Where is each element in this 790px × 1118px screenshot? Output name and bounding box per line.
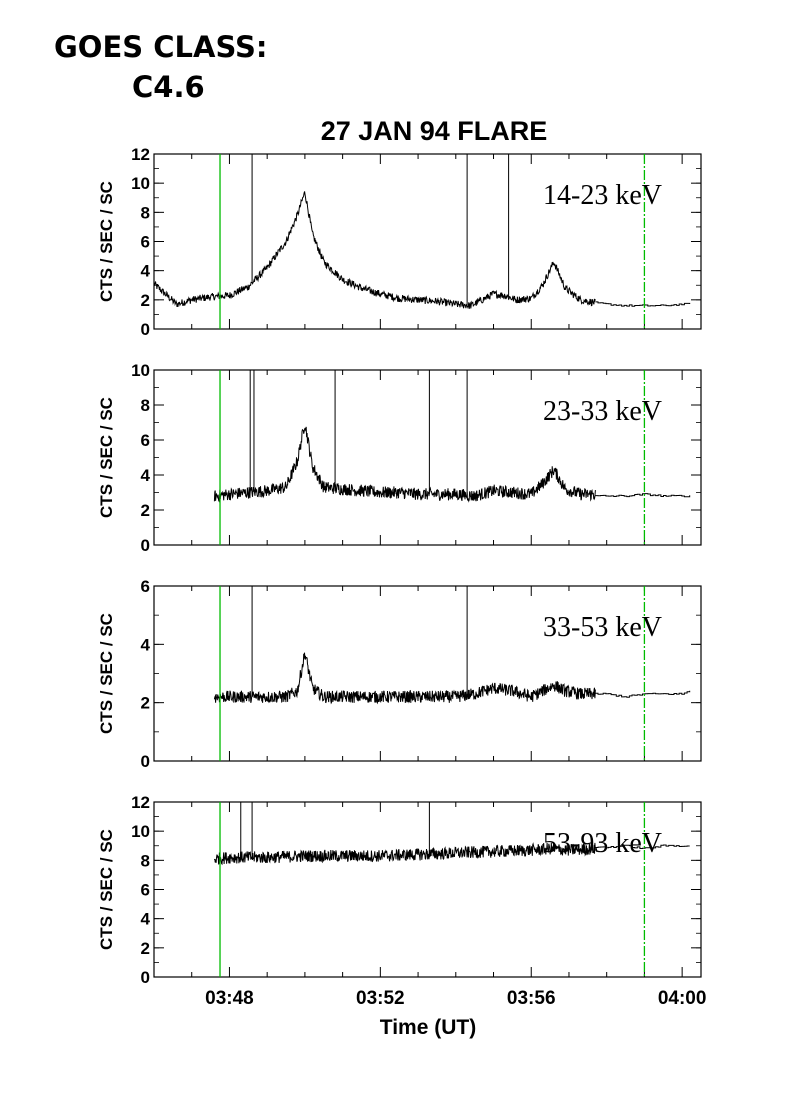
y-tick-label: 2 <box>141 694 150 713</box>
energy-band-label: 53-93 keV <box>543 828 662 859</box>
data-layer <box>154 154 691 310</box>
y-tick-label: 0 <box>141 320 150 339</box>
y-tick-label: 6 <box>141 233 150 252</box>
y-axis-label: CTS / SEC / SC <box>97 397 116 518</box>
series-low-res <box>595 493 691 498</box>
panel-2: 0 2 4 6 8 10 CTS / SEC / SC 23-33 keV <box>97 361 702 555</box>
data-layer <box>213 802 690 866</box>
data-layer <box>213 370 691 503</box>
y-axis-label: CTS / SEC / SC <box>97 181 116 302</box>
data-layer <box>213 586 691 705</box>
panel-1: 0 2 4 6 8 10 12 CTS / SEC / SC 14-23 keV <box>97 145 702 339</box>
x-tick-label: 03:52 <box>356 988 405 1009</box>
series-low-res <box>595 301 691 307</box>
y-tick-label: 0 <box>141 968 150 987</box>
x-tick-label: 04:00 <box>658 988 707 1009</box>
y-tick-label: 0 <box>141 752 150 771</box>
y-tick-label: 2 <box>141 501 150 520</box>
panel-4: 0 2 4 6 8 10 12 CTS / SEC / SC 53-93 keV 03:48 03:… <box>97 793 706 1009</box>
y-tick-label: 10 <box>131 174 150 193</box>
series-low-res <box>595 690 691 698</box>
y-tick-label: 4 <box>141 466 151 485</box>
y-tick-label: 6 <box>141 431 150 450</box>
goes-class-label: GOES CLASS: <box>54 30 268 64</box>
y-tick-label: 2 <box>141 939 150 958</box>
y-tick-label: 10 <box>131 822 150 841</box>
y-tick-label: 8 <box>141 396 150 415</box>
y-tick-label: 4 <box>141 910 151 929</box>
goes-class-value: C4.6 <box>132 70 205 104</box>
energy-band-label: 14-23 keV <box>543 180 662 211</box>
energy-band-label: 23-33 keV <box>543 396 662 427</box>
y-tick-label: 4 <box>141 635 151 654</box>
y-tick-label: 12 <box>131 793 150 812</box>
series-high-res <box>213 842 596 866</box>
x-axis-label: Time (UT) <box>380 1016 476 1039</box>
x-tick-label: 03:56 <box>507 988 556 1009</box>
x-tick-label: 03:48 <box>205 988 254 1009</box>
chart-title: 27 JAN 94 FLARE <box>321 116 548 146</box>
panel-3: 0 2 4 6 CTS / SEC / SC 33-53 keV <box>97 577 702 771</box>
series-low-res <box>595 844 690 849</box>
y-tick-label: 6 <box>141 881 150 900</box>
y-axis-label: CTS / SEC / SC <box>97 829 116 950</box>
energy-band-label: 33-53 keV <box>543 612 662 643</box>
y-axis-label: CTS / SEC / SC <box>97 613 116 734</box>
series-high-res <box>213 652 596 705</box>
series-high-res <box>213 426 596 503</box>
y-tick-label: 2 <box>141 291 150 310</box>
chart-panels: 0 2 4 6 8 10 12 CTS / SEC / SC 14-23 keV 0 2 4 6 8 10 C… <box>97 145 706 1009</box>
y-tick-label: 10 <box>131 361 150 380</box>
y-tick-label: 8 <box>141 203 150 222</box>
y-tick-label: 8 <box>141 851 150 870</box>
series-high-res <box>154 191 596 310</box>
y-tick-label: 4 <box>141 262 151 281</box>
y-tick-label: 6 <box>141 577 150 596</box>
y-tick-label: 12 <box>131 145 150 164</box>
y-tick-label: 0 <box>141 536 150 555</box>
